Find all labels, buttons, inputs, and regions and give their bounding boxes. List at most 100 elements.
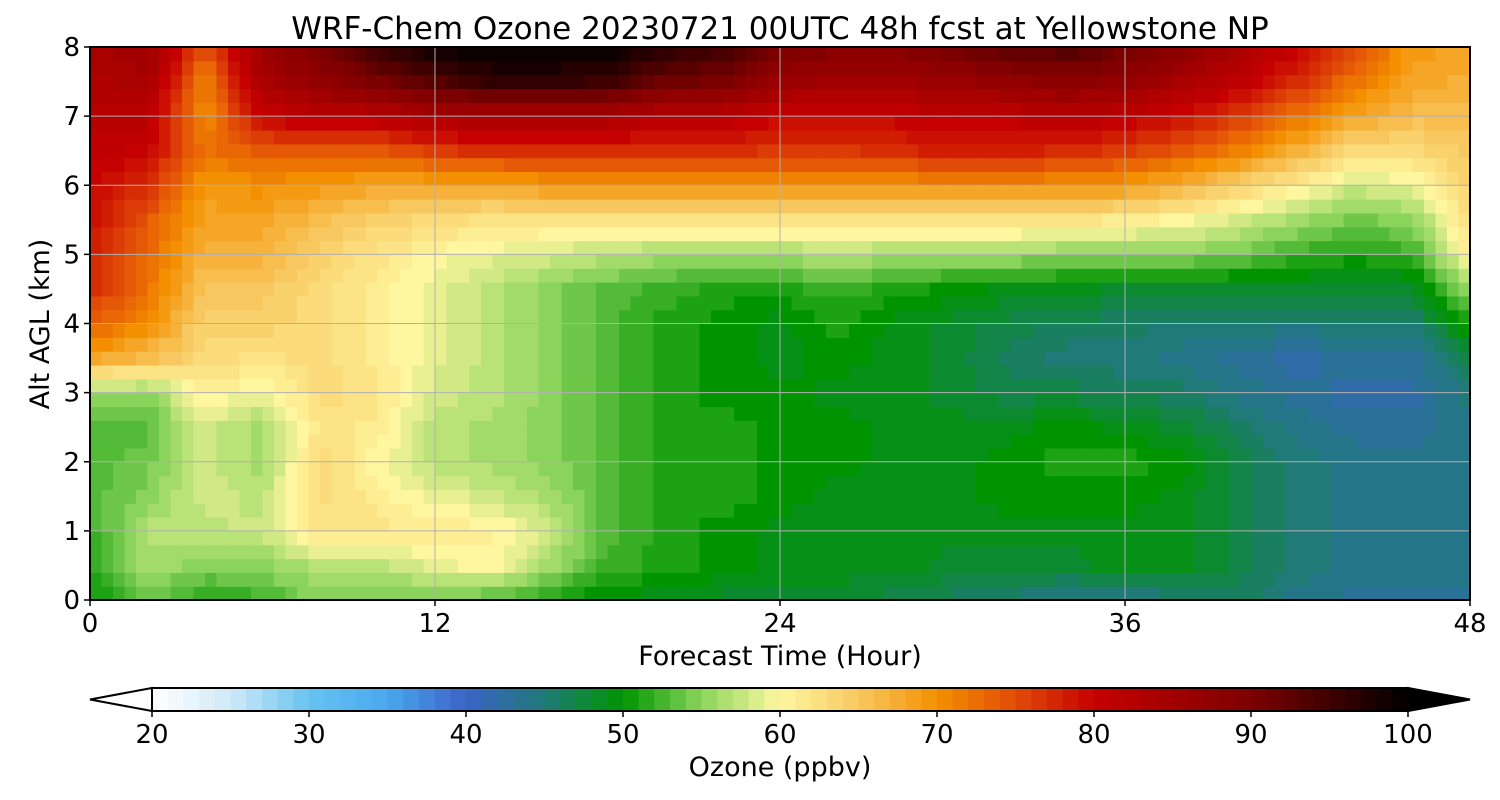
heatmap-cell xyxy=(975,88,988,103)
heatmap-cell xyxy=(975,268,988,283)
heatmap-cell xyxy=(262,240,275,255)
heatmap-cell xyxy=(90,47,103,62)
heatmap-cell xyxy=(1286,47,1299,62)
heatmap-cell xyxy=(136,461,149,477)
heatmap-cell xyxy=(906,489,919,504)
heatmap-cell xyxy=(665,157,678,173)
heatmap-cell xyxy=(159,240,172,255)
heatmap-cell xyxy=(849,572,862,587)
heatmap-cell xyxy=(1447,558,1460,573)
heatmap-cell xyxy=(1240,309,1253,325)
heatmap-cell xyxy=(1067,171,1080,186)
heatmap-cell xyxy=(561,378,574,394)
heatmap-cell xyxy=(1113,392,1126,408)
heatmap-cell xyxy=(676,586,689,600)
colorbar-segment xyxy=(1298,688,1315,711)
heatmap-cell xyxy=(182,74,195,90)
heatmap-cell xyxy=(596,254,609,269)
heatmap-cell xyxy=(814,240,827,255)
heatmap-cell xyxy=(1343,309,1356,325)
heatmap-cell xyxy=(1102,199,1115,214)
heatmap-cell xyxy=(469,323,482,338)
heatmap-cell xyxy=(573,420,586,435)
heatmap-cell xyxy=(400,351,413,366)
heatmap-cell xyxy=(699,461,712,477)
heatmap-cell xyxy=(814,558,827,573)
heatmap-cell xyxy=(320,530,333,546)
heatmap-cell xyxy=(1182,503,1195,518)
heatmap-cell xyxy=(883,517,896,532)
heatmap-cell xyxy=(343,337,356,352)
heatmap-cell xyxy=(147,517,160,532)
heatmap-cell xyxy=(159,364,172,380)
heatmap-cell xyxy=(1320,378,1333,394)
heatmap-cell xyxy=(216,143,229,159)
heatmap-cell xyxy=(1113,88,1126,103)
heatmap-cell xyxy=(768,157,781,173)
heatmap-cell xyxy=(1217,143,1230,159)
heatmap-cell xyxy=(768,517,781,532)
heatmap-cell xyxy=(906,475,919,490)
chart-title: WRF-Chem Ozone 20230721 00UTC 48h fcst a… xyxy=(291,11,1268,47)
heatmap-cell xyxy=(515,199,528,214)
heatmap-cell xyxy=(435,212,448,228)
heatmap-cell xyxy=(998,406,1011,421)
heatmap-cell xyxy=(170,420,183,435)
heatmap-cell xyxy=(159,503,172,518)
heatmap-cell xyxy=(1435,434,1448,449)
heatmap-cell xyxy=(1447,254,1460,269)
heatmap-cell xyxy=(1412,461,1425,477)
heatmap-cell xyxy=(308,378,321,394)
heatmap-cell xyxy=(1458,351,1470,366)
heatmap-cell xyxy=(1125,88,1138,103)
heatmap-cell xyxy=(584,185,597,200)
heatmap-cell xyxy=(998,60,1011,76)
heatmap-cell xyxy=(515,503,528,518)
heatmap-cell xyxy=(791,116,804,131)
heatmap-cell xyxy=(860,517,873,532)
heatmap-cell xyxy=(251,586,264,600)
heatmap-cell xyxy=(780,102,793,117)
heatmap-cell xyxy=(607,74,620,90)
heatmap-cell xyxy=(389,199,402,214)
heatmap-cell xyxy=(734,447,747,463)
heatmap-cell xyxy=(1228,212,1241,228)
heatmap-cell xyxy=(274,60,287,76)
heatmap-cell xyxy=(1401,489,1414,504)
heatmap-cell xyxy=(1056,74,1069,90)
heatmap-cell xyxy=(860,102,873,117)
heatmap-cell xyxy=(251,171,264,186)
heatmap-cell xyxy=(331,572,344,587)
heatmap-cell xyxy=(722,503,735,518)
heatmap-cell xyxy=(504,392,517,408)
heatmap-cell xyxy=(1320,282,1333,297)
heatmap-cell xyxy=(998,461,1011,477)
heatmap-cell xyxy=(1320,47,1333,62)
heatmap-cell xyxy=(1113,268,1126,283)
heatmap-cell xyxy=(699,503,712,518)
heatmap-cell xyxy=(377,185,390,200)
heatmap-cell xyxy=(1067,517,1080,532)
heatmap-cell xyxy=(113,185,126,200)
heatmap-cell xyxy=(458,378,471,394)
heatmap-cell xyxy=(1332,406,1345,421)
heatmap-cell xyxy=(1148,503,1161,518)
heatmap-cell xyxy=(515,323,528,338)
heatmap-cell xyxy=(193,254,206,269)
heatmap-cell xyxy=(159,102,172,117)
heatmap-cell xyxy=(1136,475,1149,490)
heatmap-cell xyxy=(1401,572,1414,587)
heatmap-cell xyxy=(561,185,574,200)
heatmap-cell xyxy=(423,323,436,338)
heatmap-cell xyxy=(596,503,609,518)
heatmap-cell xyxy=(504,199,517,214)
heatmap-cell xyxy=(1194,309,1207,325)
heatmap-cell xyxy=(883,544,896,560)
heatmap-cell xyxy=(929,586,942,600)
heatmap-cell xyxy=(1228,102,1241,117)
heatmap-cell xyxy=(757,572,770,587)
heatmap-cell xyxy=(446,268,459,283)
heatmap-cell xyxy=(1113,157,1126,173)
colorbar-segment xyxy=(968,688,985,711)
heatmap-cell xyxy=(1194,517,1207,532)
